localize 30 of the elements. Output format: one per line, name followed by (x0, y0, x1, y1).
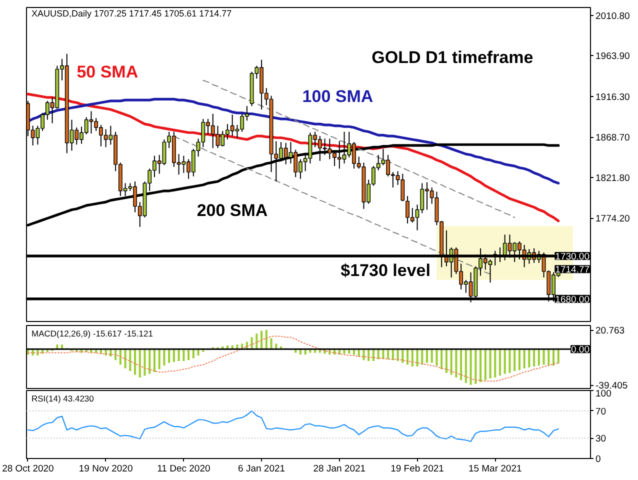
y-tick-label: 100 (596, 388, 612, 400)
annotation: 1714.77 (555, 264, 590, 276)
chart-title: RSI(14) 43.4230 (32, 394, 94, 404)
series-label: 100 SMA (302, 87, 374, 106)
x-tick-label: 19 Feb 2021 (390, 464, 444, 474)
chart-title: MACD(12,26,9) -15.617 -15.121 (32, 328, 154, 338)
x-tick-label: 11 Dec 2020 (157, 464, 210, 474)
y-tick-label: 1821.80 (596, 172, 630, 184)
y-tick-label: 2010.80 (596, 10, 630, 22)
y-tick-label: 30 (596, 434, 606, 445)
y-tick-label: 1868.70 (596, 132, 630, 144)
x-tick-label: 15 Mar 2021 (468, 464, 522, 474)
ref-line-label: 1680.00 (555, 294, 590, 306)
x-tick-label: 19 Nov 2020 (78, 464, 133, 474)
ref-line-label: 0.00 (571, 344, 590, 356)
chart-title: XAUUSD,Daily 1707.25 1717.45 1705.61 1714.77 (32, 8, 232, 18)
y-tick-label: 20.763 (596, 326, 625, 337)
x-tick-label: 28 Jan 2021 (313, 464, 366, 474)
y-tick-label: 70 (596, 406, 606, 418)
y-tick-label: 1774.20 (596, 214, 630, 225)
ref-line-label: 1730.00 (555, 252, 590, 263)
x-tick-label: 6 Jan 2021 (238, 464, 286, 474)
x-tick-label: 28 Oct 2020 (2, 464, 54, 474)
series-label: 200 SMA (196, 201, 268, 220)
annotation: GOLD D1 timeframe (372, 48, 534, 68)
y-tick-label: 1916.30 (596, 92, 630, 103)
y-tick-label: 1963.90 (596, 51, 630, 62)
annotation: $1730 level (340, 261, 430, 280)
y-tick-label: 0 (596, 454, 601, 465)
series-label: 50 SMA (76, 62, 138, 82)
